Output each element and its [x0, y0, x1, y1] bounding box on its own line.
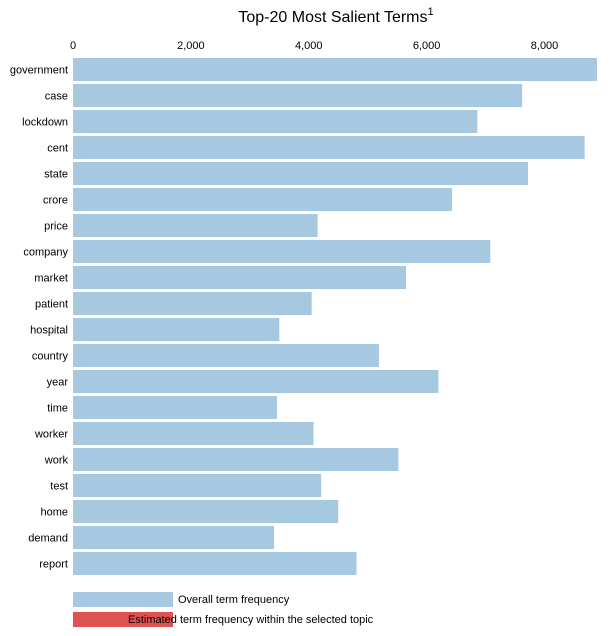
term-label-state[interactable]: state [44, 169, 68, 181]
term-label-case[interactable]: case [45, 91, 68, 103]
bar-state[interactable] [73, 162, 529, 185]
x-tick-label: 4,000 [295, 40, 323, 52]
x-axis: 0 2,000 4,000 6,000 8,000 [70, 40, 558, 52]
term-label-worker[interactable]: worker [34, 429, 68, 441]
legend-swatch-0 [73, 592, 173, 607]
term-label-test[interactable]: test [50, 481, 68, 493]
chart-title: Top-20 Most Salient Terms1 [238, 6, 433, 26]
bar-worker[interactable] [73, 422, 314, 445]
term-label-time[interactable]: time [47, 403, 68, 415]
bar-crore[interactable] [73, 188, 453, 211]
legend-label-0: Overall term frequency [178, 594, 290, 606]
term-label-cent[interactable]: cent [47, 143, 68, 155]
bar-country[interactable] [73, 344, 379, 367]
term-label-crore[interactable]: crore [43, 195, 68, 207]
bar-demand[interactable] [73, 526, 274, 549]
legend-label-1: Estimated term frequency within the sele… [128, 614, 374, 626]
y-axis-labels: government case lockdown cent state crore pric… [10, 65, 69, 571]
x-tick-label: 6,000 [413, 40, 441, 52]
x-tick-label: 8,000 [531, 40, 559, 52]
term-label-country[interactable]: country [32, 351, 69, 363]
x-tick-label: 2,000 [177, 40, 205, 52]
bar-year[interactable] [73, 370, 439, 393]
term-label-hospital[interactable]: hospital [30, 325, 68, 337]
term-label-market[interactable]: market [34, 273, 68, 285]
term-label-demand[interactable]: demand [28, 533, 68, 545]
term-label-home[interactable]: home [40, 507, 68, 519]
chart-title-superscript: 1 [428, 6, 434, 18]
term-label-price[interactable]: price [44, 221, 68, 233]
bar-case[interactable] [73, 84, 523, 107]
term-label-government[interactable]: government [10, 65, 68, 77]
bar-work[interactable] [73, 448, 399, 471]
chart-title-text: Top-20 Most Salient Terms [238, 9, 427, 26]
legend-swatch-1 [73, 612, 173, 627]
term-label-patient[interactable]: patient [35, 299, 68, 311]
term-label-lockdown[interactable]: lockdown [22, 117, 68, 129]
term-label-company[interactable]: company [23, 247, 68, 259]
legend: Overall term frequency Estimated term fre… [73, 592, 374, 627]
bar-lockdown[interactable] [73, 110, 478, 133]
bar-company[interactable] [73, 240, 491, 263]
bar-hospital[interactable] [73, 318, 280, 341]
bar-patient[interactable] [73, 292, 312, 315]
bar-price[interactable] [73, 214, 318, 237]
bar-cent[interactable] [73, 136, 585, 159]
bar-home[interactable] [73, 500, 339, 523]
bar-market[interactable] [73, 266, 407, 289]
term-label-year[interactable]: year [47, 377, 69, 389]
bar-time[interactable] [73, 396, 277, 419]
bar-report[interactable] [73, 552, 357, 575]
term-label-work[interactable]: work [44, 455, 69, 467]
bars-group [73, 58, 597, 575]
bar-government[interactable] [73, 58, 597, 81]
x-tick-label: 0 [70, 40, 76, 52]
bar-test[interactable] [73, 474, 322, 497]
term-label-report[interactable]: report [39, 559, 68, 571]
